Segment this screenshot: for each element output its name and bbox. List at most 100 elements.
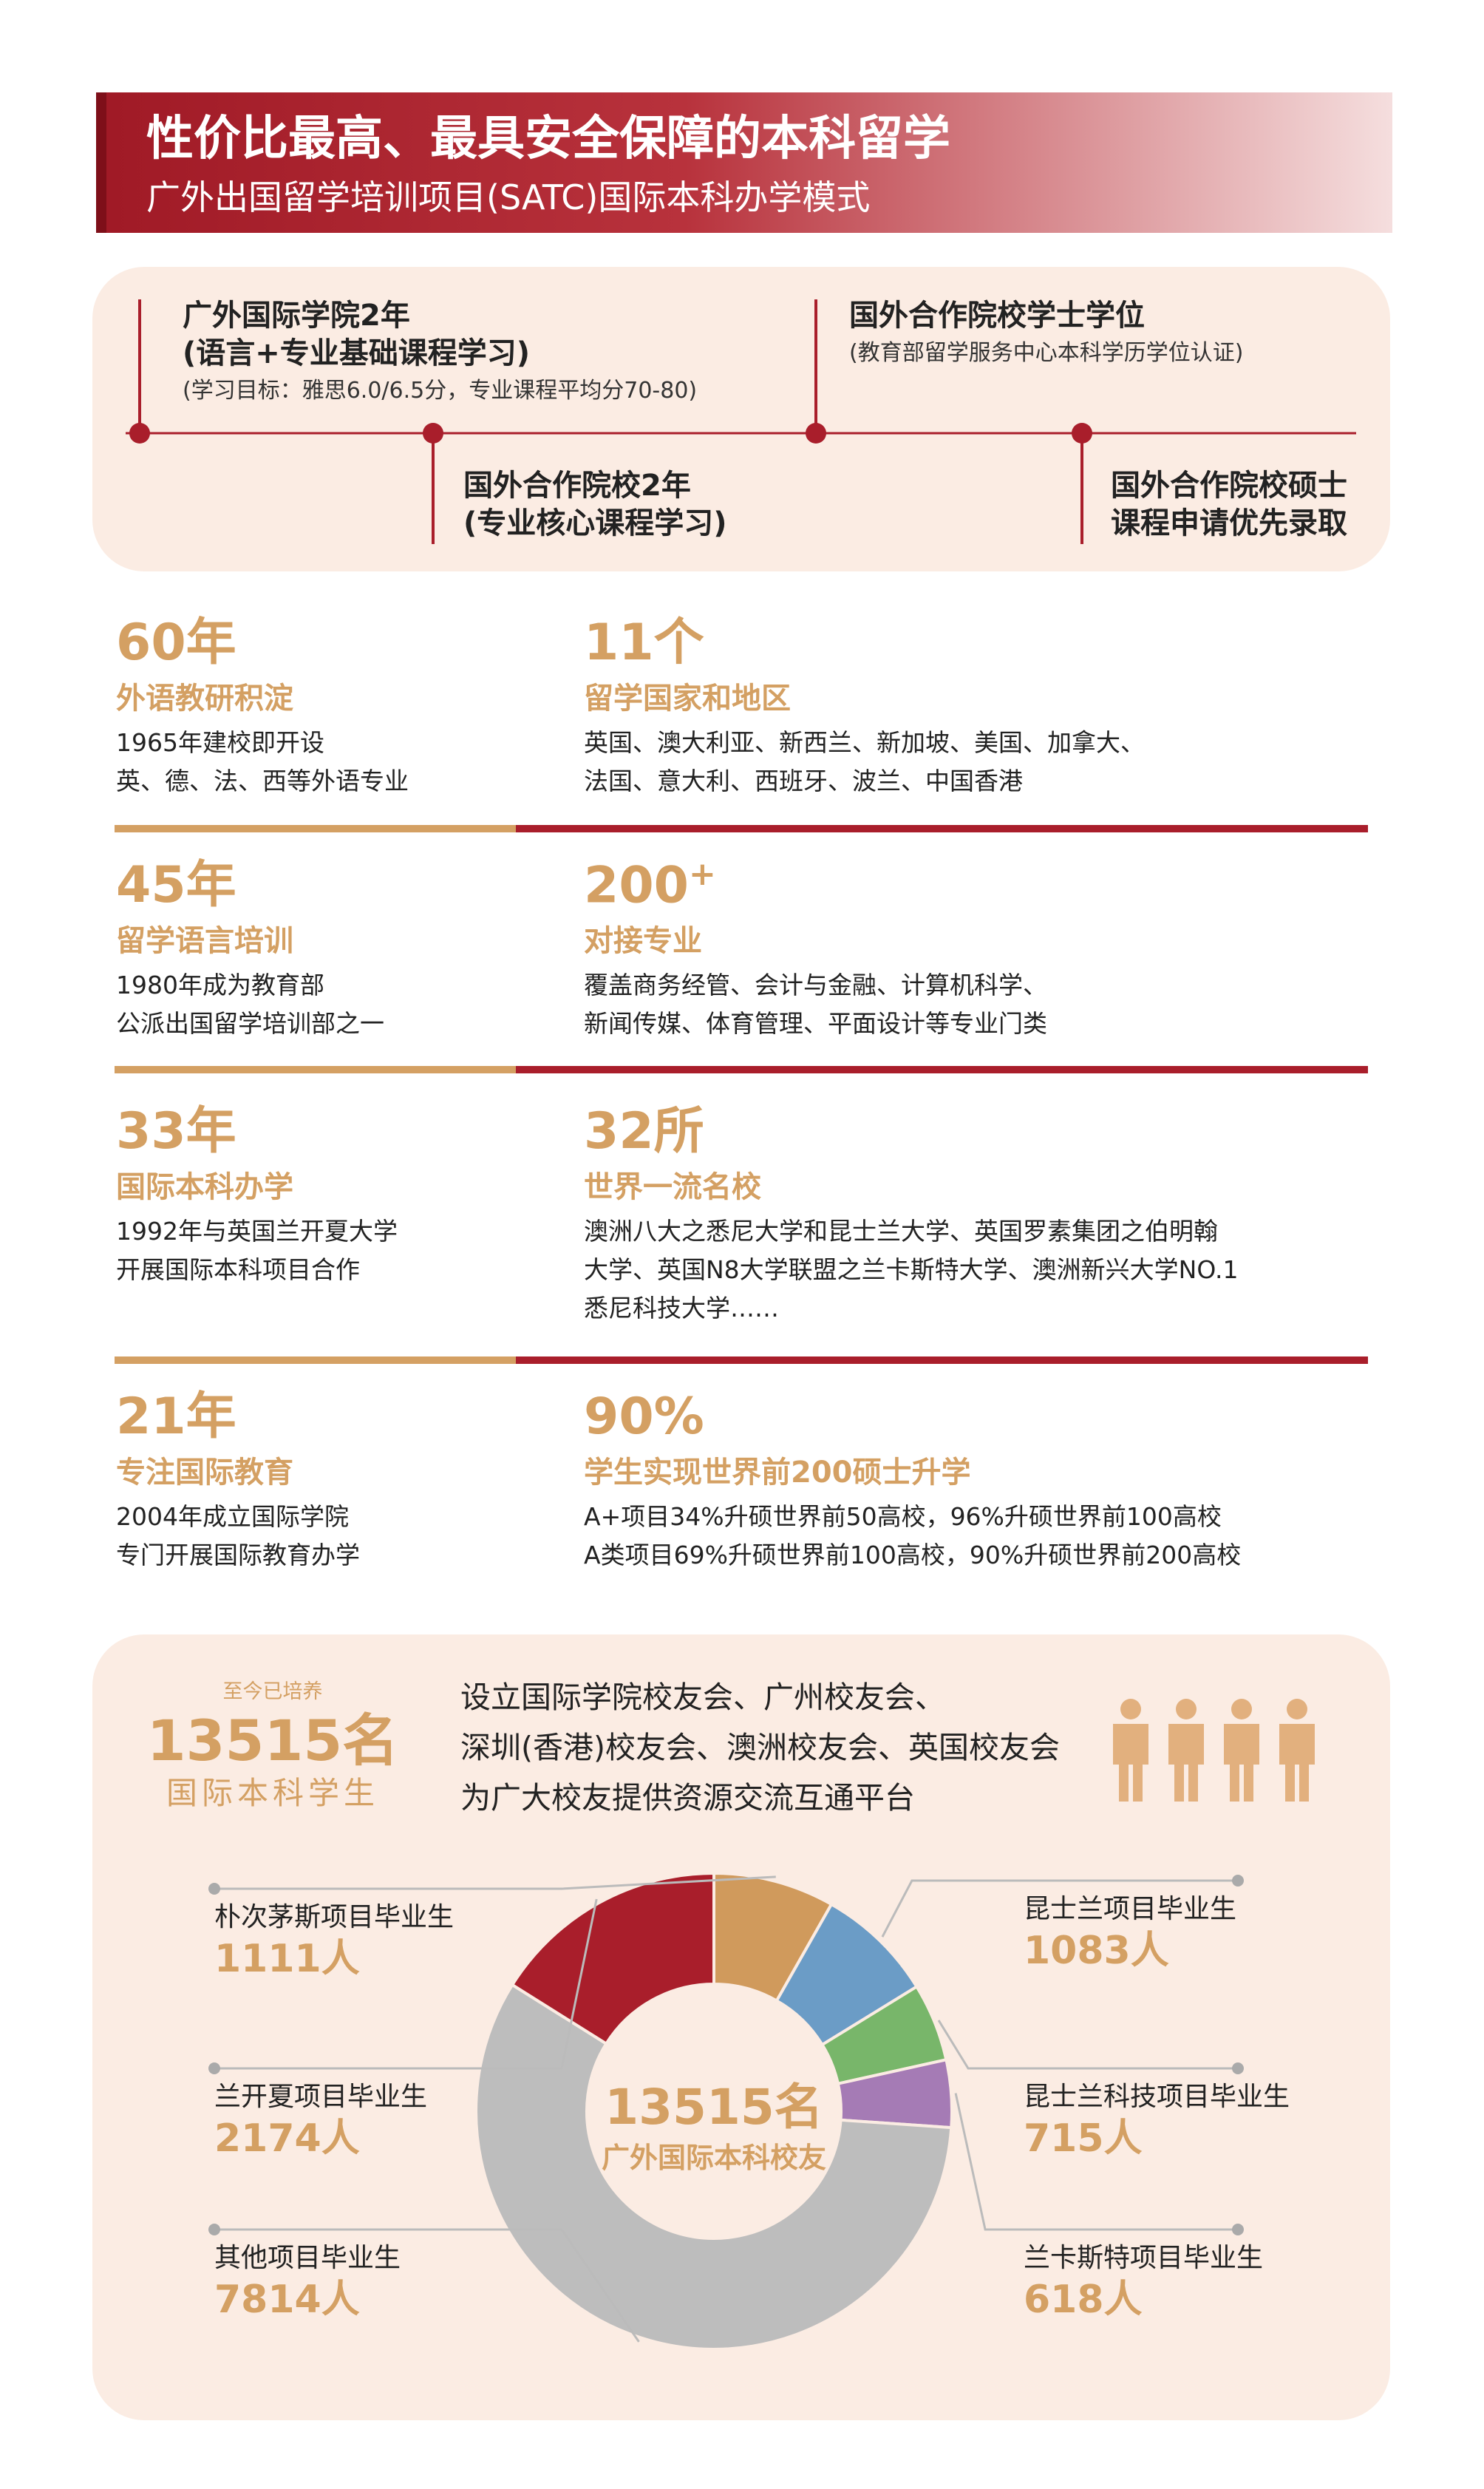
stat-number: 21年 [116, 1388, 236, 1447]
stat-text: 悉尼科技大学…… [584, 1294, 779, 1323]
value-label: 1083人 [1024, 1928, 1169, 1973]
leader-dot [208, 2062, 220, 2074]
divider-red [516, 1356, 1368, 1364]
stat-label: 外语教研积淀 [116, 682, 293, 716]
stat-number: 45年 [116, 856, 236, 915]
stat-text: 1980年成为教育部 [116, 971, 324, 1000]
donut-segment [510, 1871, 715, 2046]
timeline-note: (教育部留学服务中心本科学历学位认证) [849, 340, 1244, 366]
alumni-count: 13515名 [146, 1708, 399, 1774]
stat-number: 11个 [584, 614, 704, 673]
stat-label: 国际本科办学 [116, 1170, 293, 1204]
divider-red [516, 1066, 1368, 1073]
timeline-text: 国外合作院校硕士 [1111, 469, 1347, 503]
timeline-text: (语言+专业基础课程学习) [183, 336, 531, 370]
timeline-box [92, 267, 1390, 571]
value-label: 2174人 [214, 2116, 360, 2161]
stat-text: 新闻传媒、体育管理、平面设计等专业门类 [584, 1009, 1047, 1039]
stat-number: 60年 [116, 614, 236, 673]
stat-text: 公派出国留学培训部之一 [116, 1009, 384, 1039]
person-body [1224, 1724, 1259, 1802]
leader-line [954, 2093, 1238, 2231]
leader-line [881, 1879, 1238, 1938]
stat-text: 法国、意大利、西班牙、波兰、中国香港 [584, 767, 1023, 796]
leader-line [214, 1898, 598, 2070]
center-title: 13515名 [605, 2079, 823, 2136]
category-label: 其他项目毕业生 [214, 2243, 401, 2274]
timeline-dot [806, 423, 826, 444]
subtitle: 广外出国留学培训项目(SATC)国际本科办学模式 [146, 177, 871, 217]
donut-segment [474, 1983, 953, 2351]
alumni-caption: 至今已培养 [222, 1680, 323, 1703]
stat-text: 澳洲八大之悉尼大学和昆士兰大学、英国罗素集团之伯明翰 [584, 1217, 1218, 1246]
divider-tan [115, 825, 516, 832]
stat-text: 1965年建校即开设 [116, 728, 324, 758]
stat-text: A类项目69%升硕世界前100高校，90%升硕世界前200高校 [584, 1541, 1242, 1570]
header-bar [96, 92, 1392, 233]
divider-tan [115, 1356, 516, 1364]
timeline-text: 国外合作院校2年 [463, 469, 691, 503]
leader-dot [208, 1883, 220, 1895]
leader-dot [208, 2224, 220, 2235]
leader-line [937, 2020, 1238, 2070]
value-label: 618人 [1024, 2277, 1143, 2322]
divider-tan [115, 1066, 516, 1073]
leader-line [214, 2228, 640, 2343]
stat-text: 1992年与英国兰开夏大学 [116, 1217, 398, 1246]
leader-dot [1232, 1875, 1244, 1887]
stat-label: 留学国家和地区 [584, 682, 791, 716]
stat-number: 200+ [584, 855, 716, 915]
person-body [1113, 1724, 1148, 1802]
category-label: 兰开夏项目毕业生 [214, 2082, 428, 2113]
stat-label: 留学语言培训 [116, 924, 293, 958]
divider-red [516, 825, 1368, 832]
timeline-dot [1072, 423, 1092, 444]
stat-number: 33年 [116, 1102, 236, 1161]
person-body [1279, 1724, 1315, 1802]
timeline-text: 国外合作院校学士学位 [849, 299, 1145, 333]
value-label: 7814人 [214, 2277, 360, 2322]
stat-text: 开展国际本科项目合作 [116, 1255, 360, 1285]
timeline-note: (学习目标：雅思6.0/6.5分，专业课程平均分70-80) [183, 378, 698, 404]
stat-label: 专注国际教育 [116, 1456, 293, 1490]
timeline-text: (专业核心课程学习) [463, 506, 727, 540]
stat-number: 32所 [584, 1102, 704, 1161]
person-head [1120, 1699, 1141, 1719]
stat-number: 90% [584, 1388, 704, 1447]
stat-text: 专门开展国际教育办学 [116, 1541, 360, 1570]
stat-text: 英、德、法、西等外语专业 [116, 767, 409, 796]
category-label: 昆士兰科技项目毕业生 [1024, 2082, 1290, 2113]
stat-text: 覆盖商务经管、会计与金融、计算机科学、 [584, 971, 1047, 1000]
person-head [1176, 1699, 1197, 1719]
stat-sup: + [688, 855, 716, 894]
category-label: 朴次茅斯项目毕业生 [214, 1902, 455, 1933]
category-label: 兰卡斯特项目毕业生 [1024, 2243, 1264, 2274]
timeline-text: 课程申请优先录取 [1111, 506, 1347, 540]
stat-text: A+项目34%升硕世界前50高校，96%升硕世界前100高校 [584, 1502, 1222, 1532]
stat-text: 英国、澳大利亚、新西兰、新加坡、美国、加拿大、 [584, 728, 1145, 758]
center-subtitle: 广外国际本科校友 [601, 2142, 827, 2175]
leader-dot [1232, 2062, 1244, 2074]
alumni-text: 为广大校友提供资源交流互通平台 [460, 1780, 915, 1816]
leader-line [214, 1875, 776, 1890]
category-label: 昆士兰项目毕业生 [1024, 1894, 1237, 1925]
timeline-text: 广外国际学院2年 [183, 299, 410, 333]
title: 性价比最高、最具安全保障的本科留学 [146, 112, 950, 166]
person-head [1231, 1699, 1252, 1719]
stat-label: 对接专业 [584, 924, 702, 958]
stat-label: 世界一流名校 [584, 1170, 761, 1204]
value-label: 1111人 [214, 1936, 360, 1981]
timeline-dot [129, 423, 150, 444]
timeline-dot [423, 423, 443, 444]
stat-text: 大学、英国N8大学联盟之兰卡斯特大学、澳洲新兴大学NO.1 [584, 1255, 1239, 1285]
alumni-label: 国际本科学生 [166, 1774, 380, 1811]
stat-text: 2004年成立国际学院 [116, 1502, 349, 1532]
value-label: 715人 [1024, 2116, 1143, 2161]
leader-dot [1232, 2224, 1244, 2235]
alumni-text: 设立国际学院校友会、广州校友会、 [460, 1680, 945, 1716]
person-head [1287, 1699, 1307, 1719]
alumni-text: 深圳(香港)校友会、澳洲校友会、英国校友会 [460, 1730, 1060, 1766]
stat-label: 学生实现世界前200硕士升学 [584, 1456, 971, 1490]
